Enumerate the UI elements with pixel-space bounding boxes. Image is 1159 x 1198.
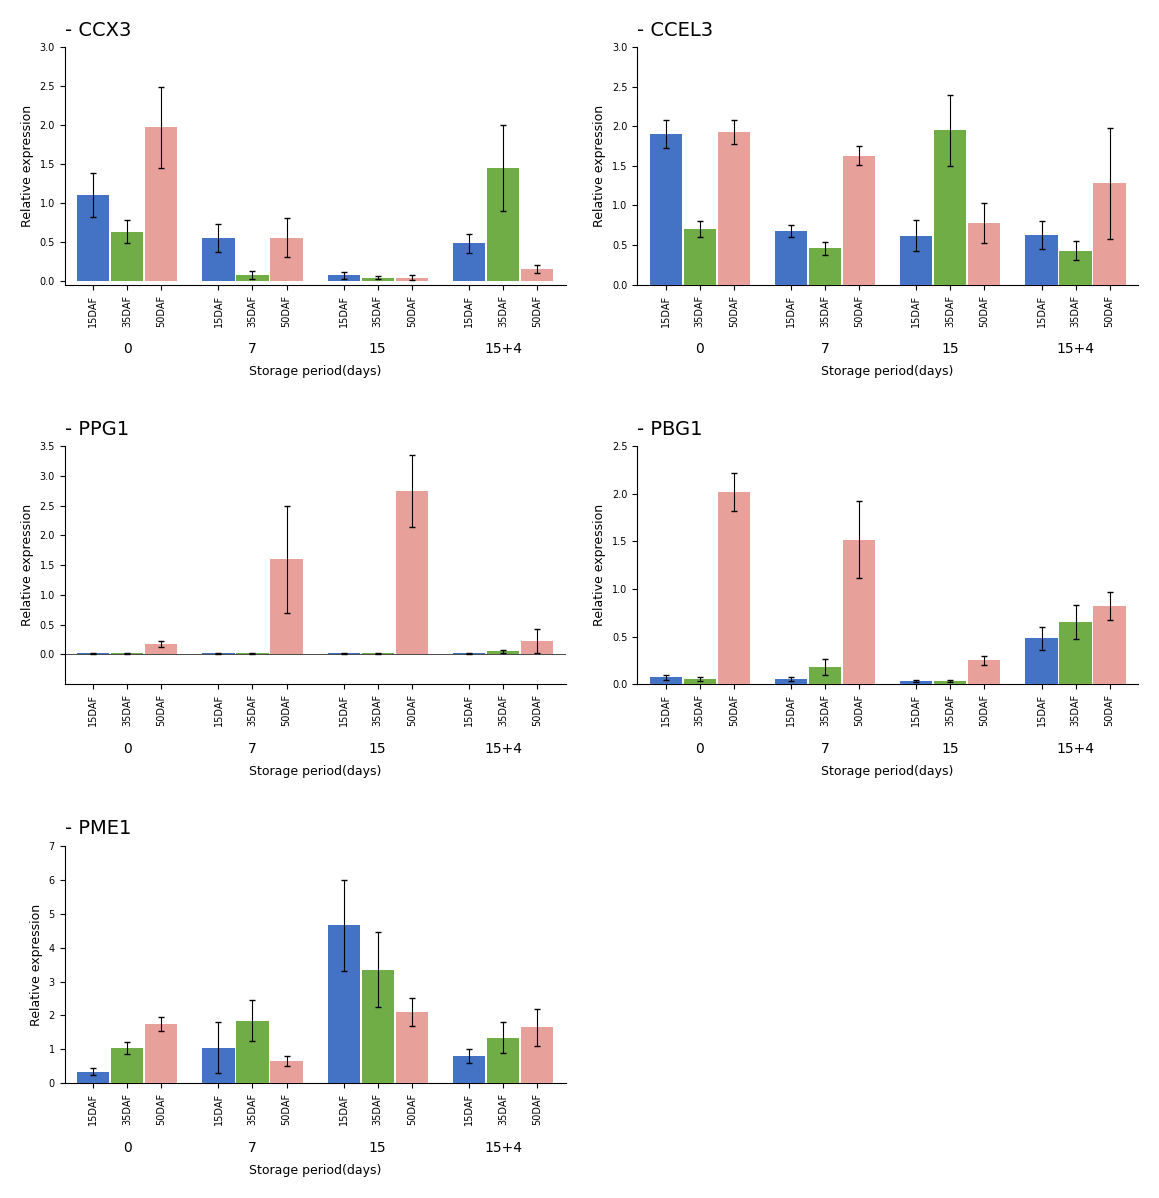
Bar — [1093, 183, 1125, 285]
Bar — [362, 278, 394, 280]
Bar — [236, 1021, 269, 1083]
Bar — [520, 641, 553, 654]
Bar — [934, 131, 967, 285]
Bar — [328, 925, 360, 1083]
Y-axis label: Relative expression: Relative expression — [21, 104, 34, 226]
Bar — [649, 134, 681, 285]
Bar — [487, 652, 519, 654]
Bar — [453, 243, 486, 280]
X-axis label: Storage period(days): Storage period(days) — [822, 365, 954, 379]
Bar — [328, 276, 360, 280]
Bar — [901, 236, 933, 285]
Bar — [934, 682, 967, 684]
Bar — [270, 1061, 302, 1083]
Bar — [775, 679, 807, 684]
Bar — [362, 969, 394, 1083]
Bar — [76, 195, 109, 280]
Y-axis label: Relative expression: Relative expression — [21, 504, 34, 627]
Y-axis label: Relative expression: Relative expression — [593, 104, 606, 226]
Bar — [453, 1057, 486, 1083]
Bar — [76, 1071, 109, 1083]
Bar — [1026, 639, 1058, 684]
Bar — [520, 1028, 553, 1083]
Bar — [236, 274, 269, 280]
Bar — [520, 270, 553, 280]
Y-axis label: Relative expression: Relative expression — [593, 504, 606, 627]
Bar — [203, 1048, 234, 1083]
X-axis label: Storage period(days): Storage period(days) — [249, 365, 381, 379]
X-axis label: Storage period(days): Storage period(days) — [249, 1164, 381, 1178]
Bar — [395, 491, 428, 654]
Text: - CCEL3: - CCEL3 — [637, 20, 713, 40]
Bar — [145, 127, 177, 280]
Bar — [843, 539, 875, 684]
Bar — [1026, 235, 1058, 285]
X-axis label: Storage period(days): Storage period(days) — [249, 764, 381, 778]
Bar — [487, 168, 519, 280]
Bar — [684, 679, 716, 684]
Bar — [1059, 622, 1092, 684]
Text: - PME1: - PME1 — [65, 819, 131, 839]
Text: - PPG1: - PPG1 — [65, 420, 129, 440]
Bar — [649, 677, 681, 684]
Bar — [843, 156, 875, 285]
Bar — [809, 667, 841, 684]
Bar — [809, 248, 841, 285]
Bar — [395, 278, 428, 280]
Bar — [145, 1024, 177, 1083]
Bar — [1059, 250, 1092, 285]
Bar — [684, 229, 716, 285]
Bar — [145, 643, 177, 654]
Bar — [717, 492, 750, 684]
Bar — [111, 231, 144, 280]
Y-axis label: Relative expression: Relative expression — [30, 903, 43, 1025]
Bar — [968, 660, 1000, 684]
Bar — [1093, 606, 1125, 684]
Bar — [111, 1048, 144, 1083]
Bar — [203, 238, 234, 280]
Text: - CCX3: - CCX3 — [65, 20, 131, 40]
Text: - PBG1: - PBG1 — [637, 420, 702, 440]
Bar — [775, 231, 807, 285]
Bar — [395, 1012, 428, 1083]
Bar — [487, 1037, 519, 1083]
Bar — [717, 132, 750, 285]
Bar — [968, 223, 1000, 285]
Bar — [270, 238, 302, 280]
Bar — [270, 559, 302, 654]
X-axis label: Storage period(days): Storage period(days) — [822, 764, 954, 778]
Bar — [901, 682, 933, 684]
